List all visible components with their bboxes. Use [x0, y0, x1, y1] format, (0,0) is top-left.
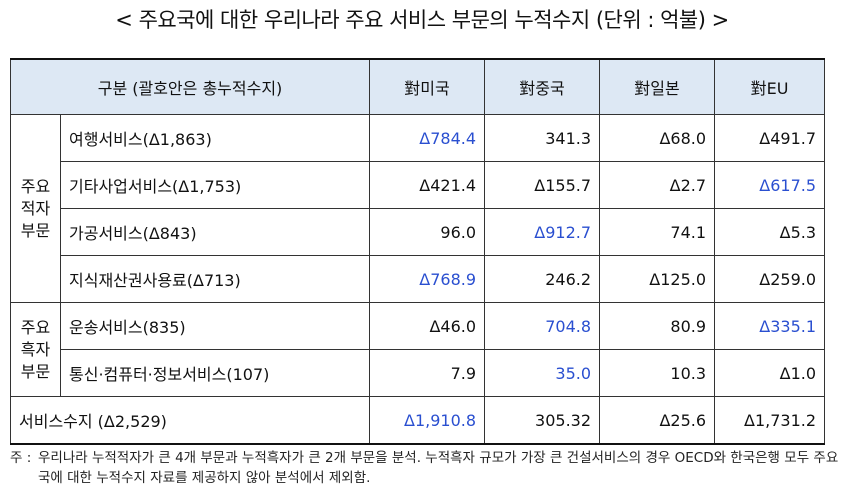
value-cell: Δ68.0 [599, 114, 716, 162]
total-row: 서비스수지 (Δ2,529) Δ1,910.8 305.32 Δ25.6 Δ1,731.… [9, 396, 826, 445]
footnote: 주 : 우리나라 누적적자가 큰 4개 부문과 누적흑자가 큰 2개 부문을 분… [10, 448, 840, 488]
value-cell: Δ5.3 [714, 208, 826, 256]
value-cell: Δ784.4 [369, 114, 486, 162]
table-row: 기타사업서비스(Δ1,753) Δ421.4 Δ155.7 Δ2.7 Δ617.5 [11, 161, 826, 209]
value-cell: 341.3 [484, 114, 601, 162]
value-cell: 35.0 [484, 349, 601, 397]
total-value-cell: Δ1,910.8 [369, 396, 486, 445]
row-label: 통신·컴퓨터·정보서비스(107) [59, 349, 371, 397]
value-cell: Δ46.0 [369, 302, 486, 350]
total-value-cell: 305.32 [484, 396, 601, 445]
group-label-text: 주요 흑자 부문 [20, 317, 51, 381]
value-cell: Δ155.7 [484, 161, 601, 209]
table-row: 지식재산권사용료(Δ713) Δ768.9 246.2 Δ125.0 Δ259.0 [11, 255, 826, 303]
table-row: 주요 흑자 부문 운송서비스(835) Δ46.0 704.8 80.9 Δ335.1 [10, 302, 826, 397]
total-value-cell: Δ1,731.2 [714, 396, 826, 445]
group-label: 주요 흑자 부문 [10, 302, 61, 397]
total-value-cell: Δ25.6 [599, 396, 716, 445]
value-cell: Δ2.7 [599, 161, 716, 209]
table-row: 주요 적자 부문 여행서비스(Δ1,863) Δ784.4 341.3 Δ68.0 Δ491.… [10, 114, 826, 303]
value-cell: Δ1.0 [714, 349, 826, 397]
header-region: 對일본 [599, 58, 716, 115]
services-balance-table: 구분 (괄호안은 총누적수지) 對미국 對중국 對일본 對EU 주요 적자 부문 여행서비스(Δ… [9, 58, 826, 445]
row-label: 지식재산권사용료(Δ713) [59, 255, 371, 303]
header-category: 구분 (괄호안은 총누적수지) [9, 58, 371, 115]
value-cell: Δ491.7 [714, 114, 826, 162]
header-region: 對미국 [369, 58, 486, 115]
value-cell: 7.9 [369, 349, 486, 397]
value-cell: Δ617.5 [714, 161, 826, 209]
footnote-text: 우리나라 누적적자가 큰 4개 부문과 누적흑자가 큰 2개 부문을 분석. 누… [38, 450, 839, 486]
table-title: < 주요국에 대한 우리나라 주요 서비스 부문의 누적수지 (단위 : 억불)… [115, 8, 729, 32]
value-cell: Δ335.1 [714, 302, 826, 350]
value-cell: 704.8 [484, 302, 601, 350]
header-region: 對중국 [484, 58, 601, 115]
footnote-label: 주 : [10, 450, 32, 466]
total-label: 서비스수지 (Δ2,529) [9, 396, 371, 445]
value-cell: Δ768.9 [369, 255, 486, 303]
value-cell: 246.2 [484, 255, 601, 303]
value-cell: Δ421.4 [369, 161, 486, 209]
group-label: 주요 적자 부문 [10, 114, 61, 303]
table-row: 가공서비스(Δ843) 96.0 Δ912.7 74.1 Δ5.3 [11, 208, 826, 256]
row-label: 운송서비스(835) [59, 302, 371, 350]
value-cell: Δ125.0 [599, 255, 716, 303]
group-label-text: 주요 적자 부문 [20, 176, 51, 240]
value-cell: Δ259.0 [714, 255, 826, 303]
row-label: 여행서비스(Δ1,863) [59, 114, 371, 162]
value-cell: 74.1 [599, 208, 716, 256]
value-cell: 80.9 [599, 302, 716, 350]
row-label: 기타사업서비스(Δ1,753) [59, 161, 371, 209]
header-region: 對EU [714, 58, 826, 115]
value-cell: 96.0 [369, 208, 486, 256]
header-row: 구분 (괄호안은 총누적수지) 對미국 對중국 對일본 對EU [9, 58, 826, 115]
value-cell: 10.3 [599, 349, 716, 397]
value-cell: Δ912.7 [484, 208, 601, 256]
row-label: 가공서비스(Δ843) [59, 208, 371, 256]
table-row: 통신·컴퓨터·정보서비스(107) 7.9 35.0 10.3 Δ1.0 [11, 349, 826, 397]
